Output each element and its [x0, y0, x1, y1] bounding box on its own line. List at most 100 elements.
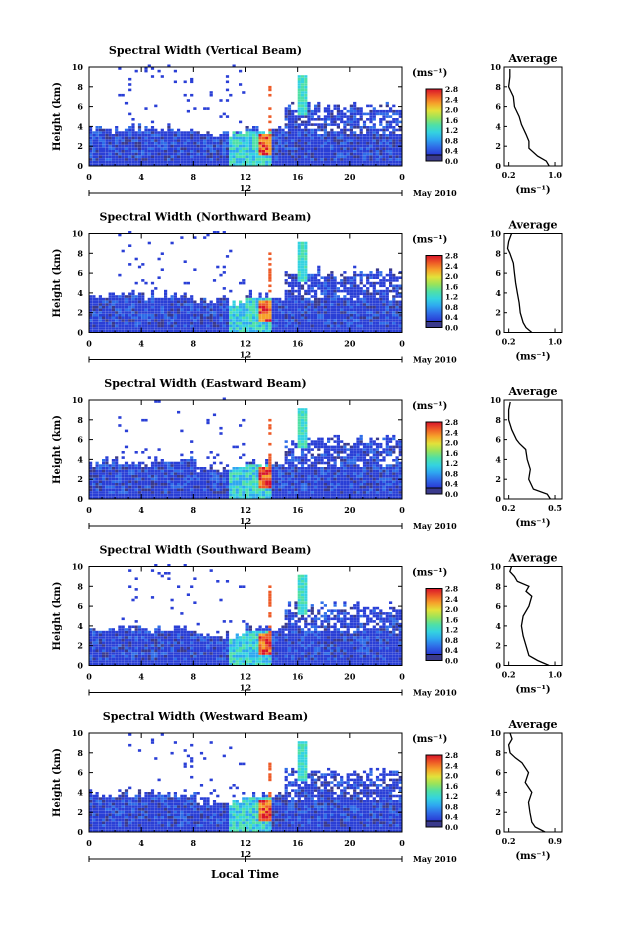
avg-y-tick-label: 4 [495, 288, 501, 298]
average-title: Average [507, 52, 557, 65]
avg-y-tick-label: 8 [495, 581, 501, 591]
y-axis-label: Height (km) [52, 82, 63, 151]
average-profile: Average 0 2 4 6 8 10 0.2 1.0 (ms⁻¹) [490, 52, 563, 196]
colorbar-unit: (ms⁻¹) [412, 401, 447, 412]
y-axis-label: Height (km) [52, 415, 63, 484]
x-tick-label: 0 [399, 172, 405, 182]
average-line [507, 732, 546, 833]
heatmap-cells [89, 564, 402, 666]
avg-y-tick-label: 0 [495, 494, 501, 504]
avg-y-tick-label: 2 [495, 141, 501, 151]
avg-y-tick-label: 0 [495, 161, 501, 171]
y-tick-label: 6 [77, 768, 83, 778]
y-tick-label: 10 [72, 62, 84, 72]
x-tick-label: 0 [399, 672, 405, 682]
y-tick-label: 2 [77, 141, 83, 151]
avg-y-tick-label: 4 [495, 121, 501, 131]
panel-title: Spectral Width (Vertical Beam) [109, 44, 302, 57]
avg-y-tick-label: 2 [495, 641, 501, 651]
colorbar-base [425, 820, 443, 828]
x-tick-label: 0 [399, 339, 405, 349]
avg-y-tick-label: 10 [490, 562, 502, 572]
x-tick-label: 12 [240, 505, 251, 515]
avg-y-tick-label: 2 [495, 308, 501, 318]
avg-y-tick-label: 6 [495, 768, 501, 778]
x-tick-label: 0 [399, 505, 405, 515]
colorbar-tick-label: 0.4 [445, 646, 458, 655]
colorbar [425, 588, 443, 661]
heatmap-cells [89, 397, 402, 499]
avg-x-tick-label: 0.2 [502, 337, 516, 347]
colorbar-tick-label: 0.8 [445, 636, 458, 645]
y-tick-label: 4 [77, 121, 83, 131]
colorbar-tick-label: 2.8 [445, 585, 458, 594]
colorbar-tick-label: 1.2 [445, 792, 458, 801]
x-tick-label: 4 [138, 672, 144, 682]
date-label: May 2010 [413, 688, 457, 698]
y-tick-label: 0 [77, 328, 83, 338]
heatmap-cells [89, 231, 402, 333]
colorbar-unit: (ms⁻¹) [412, 734, 447, 745]
y-tick-label: 2 [77, 474, 83, 484]
x-tick-label: 16 [292, 838, 304, 848]
avg-y-tick-label: 4 [495, 454, 501, 464]
average-x-label: (ms⁻¹) [515, 851, 550, 862]
colorbar-tick-label: 0.0 [445, 157, 458, 166]
colorbar-tick-label: 1.6 [445, 449, 458, 458]
average-profile: Average 0 2 4 6 8 10 0.2 1.0 (ms⁻¹) [490, 552, 563, 696]
colorbar-tick-label: 1.6 [445, 615, 458, 624]
y-tick-label: 8 [77, 415, 83, 425]
y-tick-label: 4 [77, 288, 83, 298]
average-x-label: (ms⁻¹) [515, 185, 550, 196]
colorbar-tick-label: 2.0 [445, 106, 458, 115]
x-tick-label: 8 [191, 672, 197, 682]
avg-y-tick-label: 2 [495, 807, 501, 817]
avg-y-tick-label: 8 [495, 248, 501, 258]
average-frame [503, 233, 563, 333]
y-tick-label: 10 [72, 562, 84, 572]
y-tick-label: 6 [77, 601, 83, 611]
x-tick-label: 20 [344, 339, 356, 349]
day-label: 12 [240, 516, 251, 526]
x-tick-label: 0 [86, 838, 92, 848]
panel-4: Spectral Width (Southward Beam) 0 2 4 6 8 10 He… [52, 544, 563, 698]
colorbar-base [425, 487, 443, 495]
avg-x-tick-label: 1.0 [548, 670, 562, 680]
date-label: May 2010 [413, 355, 457, 365]
avg-x-tick-label: 0.2 [502, 170, 516, 180]
y-tick-label: 10 [72, 728, 84, 738]
colorbar [425, 255, 443, 328]
avg-x-tick-label: 0.9 [548, 836, 562, 846]
colorbar-tick-label: 2.8 [445, 418, 458, 427]
colorbar-tick-label: 2.8 [445, 252, 458, 261]
x-tick-label: 20 [344, 172, 356, 182]
colorbar-tick-label: 2.4 [445, 262, 458, 271]
y-tick-label: 8 [77, 248, 83, 258]
average-frame [503, 66, 563, 167]
colorbar-tick-label: 1.2 [445, 626, 458, 635]
y-tick-label: 0 [77, 661, 83, 671]
colorbar-tick-label: 1.6 [445, 282, 458, 291]
avg-x-tick-label: 0.2 [502, 670, 516, 680]
average-line [509, 566, 550, 667]
x-tick-label: 4 [138, 838, 144, 848]
average-title: Average [507, 385, 557, 398]
y-tick-label: 2 [77, 308, 83, 318]
average-x-label: (ms⁻¹) [515, 352, 550, 363]
panel-title: Spectral Width (Northward Beam) [100, 211, 312, 224]
y-axis-label: Height (km) [52, 582, 63, 651]
colorbar-tick-label: 2.0 [445, 605, 458, 614]
x-tick-label: 12 [240, 172, 251, 182]
x-tick-label: 8 [191, 172, 197, 182]
x-tick-label: 20 [344, 838, 356, 848]
avg-y-tick-label: 6 [495, 268, 501, 278]
colorbar-tick-label: 2.0 [445, 772, 458, 781]
avg-y-tick-label: 6 [495, 601, 501, 611]
x-tick-label: 16 [292, 172, 304, 182]
y-tick-label: 10 [72, 395, 84, 405]
y-tick-label: 0 [77, 494, 83, 504]
x-tick-label: 20 [344, 505, 356, 515]
heatmap-cells [89, 733, 402, 832]
y-tick-label: 8 [77, 581, 83, 591]
x-tick-label: 16 [292, 505, 304, 515]
